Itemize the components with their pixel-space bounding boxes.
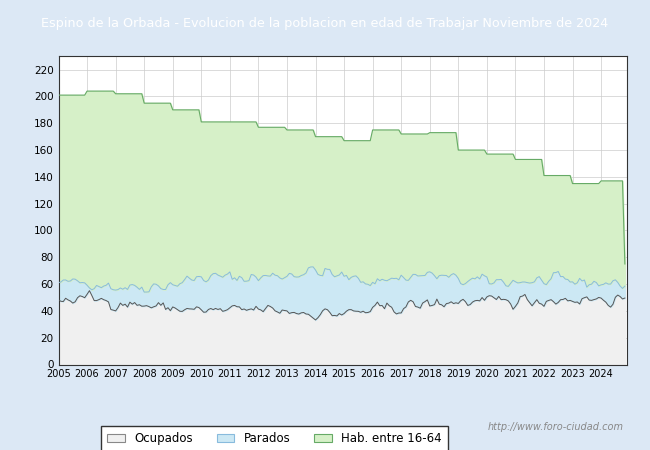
Legend: Ocupados, Parados, Hab. entre 16-64: Ocupados, Parados, Hab. entre 16-64 bbox=[101, 426, 448, 450]
Text: http://www.foro-ciudad.com: http://www.foro-ciudad.com bbox=[488, 422, 624, 432]
Text: Espino de la Orbada - Evolucion de la poblacion en edad de Trabajar Noviembre de: Espino de la Orbada - Evolucion de la po… bbox=[42, 17, 608, 30]
